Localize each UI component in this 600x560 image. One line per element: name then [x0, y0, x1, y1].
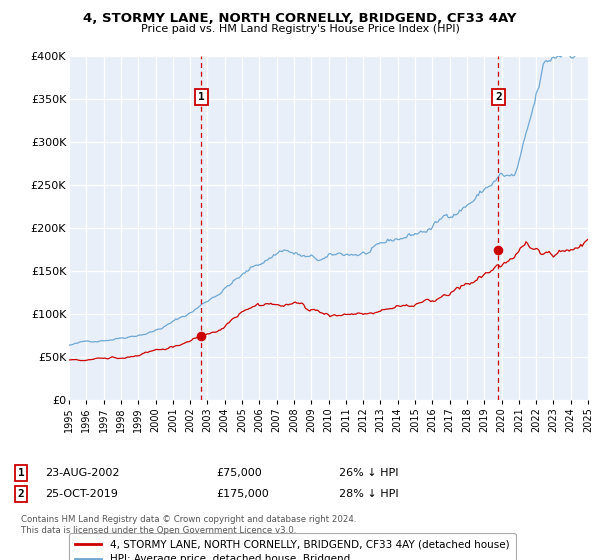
- Text: £75,000: £75,000: [216, 468, 262, 478]
- Text: 23-AUG-2002: 23-AUG-2002: [45, 468, 119, 478]
- Text: 2: 2: [495, 92, 502, 102]
- Text: 25-OCT-2019: 25-OCT-2019: [45, 489, 118, 499]
- Text: This data is licensed under the Open Government Licence v3.0.: This data is licensed under the Open Gov…: [21, 526, 296, 535]
- Text: 26% ↓ HPI: 26% ↓ HPI: [339, 468, 398, 478]
- Text: Price paid vs. HM Land Registry's House Price Index (HPI): Price paid vs. HM Land Registry's House …: [140, 24, 460, 34]
- Text: £175,000: £175,000: [216, 489, 269, 499]
- Point: [196, 332, 206, 340]
- Text: 1: 1: [17, 468, 25, 478]
- Text: 28% ↓ HPI: 28% ↓ HPI: [339, 489, 398, 499]
- Point: [494, 245, 503, 254]
- Text: Contains HM Land Registry data © Crown copyright and database right 2024.: Contains HM Land Registry data © Crown c…: [21, 515, 356, 524]
- Text: 2: 2: [17, 489, 25, 499]
- Text: 4, STORMY LANE, NORTH CORNELLY, BRIDGEND, CF33 4AY: 4, STORMY LANE, NORTH CORNELLY, BRIDGEND…: [83, 12, 517, 25]
- Text: 1: 1: [198, 92, 205, 102]
- Legend: 4, STORMY LANE, NORTH CORNELLY, BRIDGEND, CF33 4AY (detached house), HPI: Averag: 4, STORMY LANE, NORTH CORNELLY, BRIDGEND…: [69, 533, 515, 560]
